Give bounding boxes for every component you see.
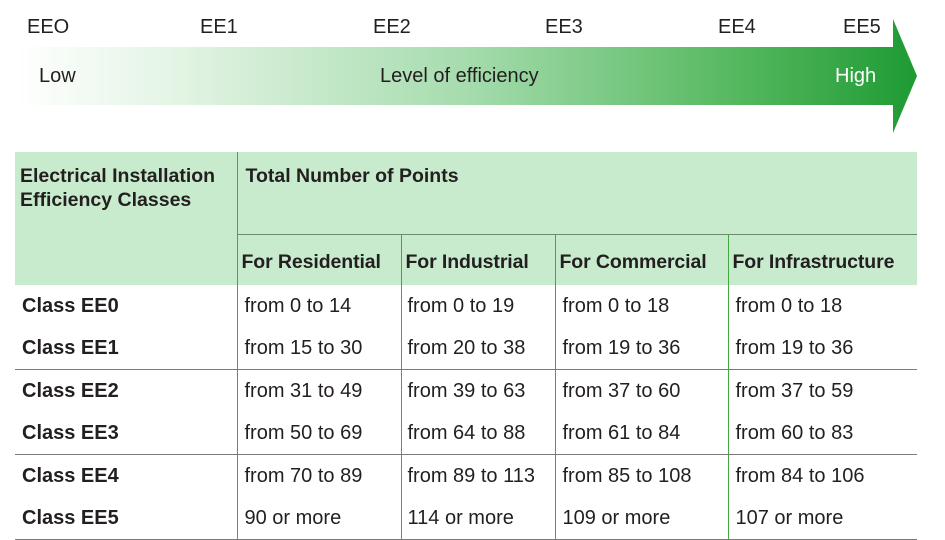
residential-points: from 15 to 30 [236, 327, 401, 370]
column-header-commercial: For Commercial [554, 234, 728, 285]
scale-label-ee0: EEO [27, 16, 70, 38]
infrastructure-points: from 19 to 36 [727, 327, 917, 370]
class-name: Class EE4 [22, 464, 119, 487]
industrial-points: from 39 to 63 [400, 369, 555, 412]
industrial-points: 114 or more [400, 497, 555, 540]
class-name: Class EE5 [15, 497, 237, 540]
column-header-industrial: For Industrial [400, 234, 555, 285]
corner-header: Electrical Installation Efficiency Class… [15, 152, 237, 285]
commercial-points: from 0 to 18 [554, 285, 728, 327]
commercial-points: from 37 to 60 [554, 369, 728, 412]
commercial-points: from 85 to 108 [554, 454, 728, 497]
table-row: Class EE2 from 31 to 49 from 39 to 63 fr… [15, 369, 917, 412]
scale-label-ee2: EE2 [373, 16, 411, 38]
commercial-points: from 61 to 84 [554, 412, 728, 455]
industrial-points: from 89 to 113 [400, 454, 555, 497]
table-row: Class EE3 from 50 to 69 from 64 to 88 fr… [15, 412, 917, 455]
arrow-high-label: High [835, 65, 877, 87]
efficiency-gradient-arrow [15, 19, 917, 133]
scale-label-ee4: EE4 [718, 16, 756, 38]
scale-label-ee1: EE1 [200, 16, 238, 38]
column-header-infrastructure: For Infrastructure [727, 234, 917, 285]
infrastructure-points: 107 or more [727, 497, 917, 540]
class-name: Class EE3 [15, 412, 237, 455]
arrow-level-label: Level of efficiency [380, 65, 539, 87]
arrow-low-label: Low [39, 65, 76, 87]
total-points-header: Total Number of Points [236, 152, 917, 235]
infrastructure-points: from 60 to 83 [727, 412, 917, 455]
residential-points: from 50 to 69 [236, 412, 401, 455]
efficiency-classes-table: Electrical Installation Efficiency Class… [15, 152, 917, 540]
column-header-residential: For Residential [236, 234, 401, 285]
residential-points: from 31 to 49 [236, 369, 401, 412]
table-row: Class EE0 from 0 to 14 from 0 to 19 from… [15, 285, 917, 327]
residential-points: from 0 to 14 [236, 285, 401, 327]
scale-label-ee3: EE3 [545, 16, 583, 38]
commercial-points: 109 or more [554, 497, 728, 540]
scale-label-ee5: EE5 [843, 16, 881, 38]
industrial-points: from 0 to 19 [400, 285, 555, 327]
residential-points: from 70 to 89 [236, 454, 401, 497]
commercial-points: from 19 to 36 [554, 327, 728, 370]
infrastructure-points: from 37 to 59 [727, 369, 917, 412]
infrastructure-points: from 84 to 106 [727, 454, 917, 497]
industrial-points: from 64 to 88 [400, 412, 555, 455]
class-name: Class EE0 [22, 294, 119, 317]
class-name: Class EE2 [22, 379, 119, 402]
table-row: Class EE4 from 70 to 89 from 89 to 113 f… [15, 454, 917, 497]
table-row: Class EE1 from 15 to 30 from 20 to 38 fr… [15, 327, 917, 370]
table-row: Class EE5 90 or more 114 or more 109 or … [15, 497, 917, 540]
industrial-points: from 20 to 38 [400, 327, 555, 370]
residential-points: 90 or more [236, 497, 401, 540]
class-name: Class EE1 [15, 327, 237, 370]
infrastructure-points: from 0 to 18 [727, 285, 917, 327]
